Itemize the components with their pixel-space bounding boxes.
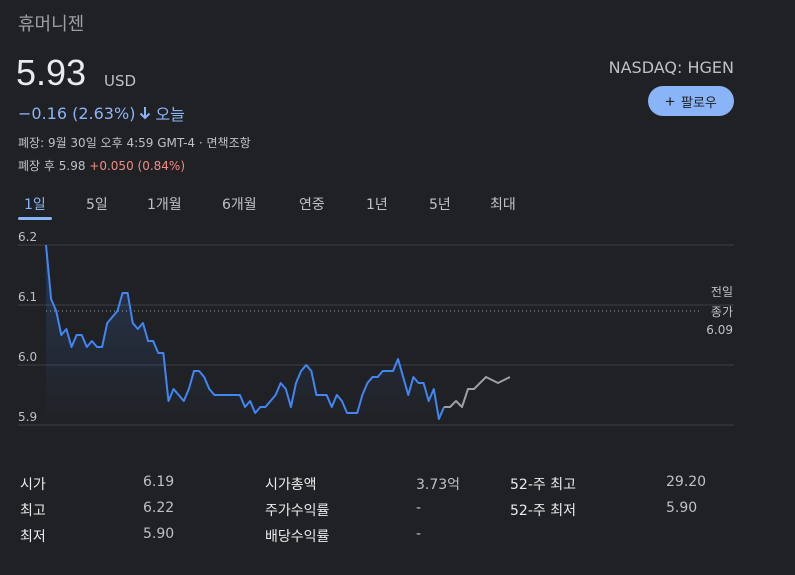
area-fill [46,245,444,425]
stock-price: 5.93 [16,52,87,93]
stat-open-value: 6.19 [143,474,175,490]
active-tab-indicator [18,217,52,220]
stat-pe-value: - [416,500,422,516]
series-line-regular [45,244,445,420]
stat-52w-low-value: 5.90 [666,500,698,516]
change-period: 오늘 [155,105,185,124]
stat-dividend-value: - [416,526,422,542]
price-change-value: −0.16 (2.63%) [18,103,136,123]
stat-pe-label: 주가수익률 [265,503,330,519]
prev-close-label-2: 종가 [711,305,733,319]
tab-1d[interactable]: 1일 [24,197,46,213]
tab-6m[interactable]: 6개월 [222,197,257,213]
stat-high-label: 최고 [20,503,46,519]
stat-low-label: 최저 [20,529,46,545]
y-tick-label: 6.2 [18,230,37,244]
after-hours-price: 폐장 후 5.98 [18,159,90,173]
follow-label: 팔로우 [681,94,717,110]
stats-table: 시가 6.19 최고 6.22 최저 5.90 시가총액 3.73억 주가수익률… [0,470,795,570]
stat-low-value: 5.90 [143,526,175,542]
price-chart: 6.2 6.1 6.0 5.9 전일 종가 6.09 [18,230,734,426]
y-tick-label: 6.0 [18,350,37,364]
prev-close-label-1: 전일 [711,285,733,299]
stat-mktcap-label: 시가총액 [265,477,317,493]
company-name: 휴머니젠 [18,14,85,35]
stat-high-value: 6.22 [143,500,175,516]
stat-52w-high-label: 52-주 최고 [510,477,576,493]
range-tabs: 1일 5일 1개월 6개월 연중 1년 5년 최대 [0,186,795,220]
stat-mktcap-value: 3.73억 [416,477,461,493]
price-change: −0.16 (2.63%) 오늘 [18,101,185,125]
stat-dividend-label: 배당수익률 [265,529,330,545]
stat-52w-high-value: 29.20 [666,474,707,490]
currency-label: USD [104,72,137,90]
ticker-symbol: NASDAQ: HGEN [608,58,734,77]
after-hours-note: 폐장 후 5.98 +0.050 (0.84%) [18,157,185,174]
prev-close-value: 6.09 [706,323,733,337]
y-tick-label: 5.9 [18,410,37,424]
tab-5d[interactable]: 5일 [86,197,108,213]
plus-icon: + [665,91,676,111]
after-hours-change: +0.050 (0.84%) [89,159,186,173]
stat-open-label: 시가 [20,477,46,493]
tab-max[interactable]: 최대 [490,197,516,213]
follow-button[interactable]: + 팔로우 [648,86,734,116]
tab-1y[interactable]: 1년 [366,197,388,213]
y-tick-label: 6.1 [18,290,37,304]
tab-5y[interactable]: 5년 [429,197,451,213]
tab-1m[interactable]: 1개월 [147,197,182,213]
series-line-after-hours [444,376,511,408]
close-note: 폐장: 9월 30일 오후 4:59 GMT-4 · 면책조항 [18,136,251,150]
tab-ytd[interactable]: 연중 [299,197,325,213]
stat-52w-low-label: 52-주 최저 [510,503,576,519]
arrow-down-icon [140,107,151,120]
